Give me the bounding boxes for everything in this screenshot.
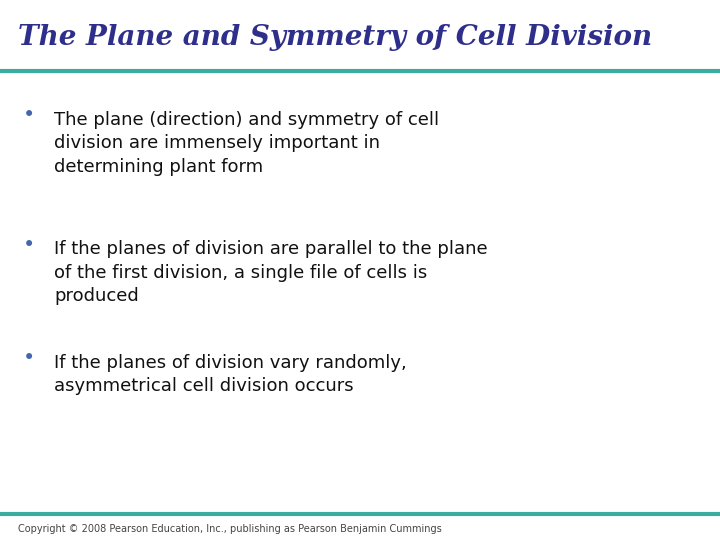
Text: If the planes of division vary randomly,
asymmetrical cell division occurs: If the planes of division vary randomly,… — [54, 354, 407, 395]
Text: •: • — [22, 105, 35, 125]
Text: The plane (direction) and symmetry of cell
division are immensely important in
d: The plane (direction) and symmetry of ce… — [54, 111, 439, 176]
Text: •: • — [22, 348, 35, 368]
Text: •: • — [22, 235, 35, 255]
Text: If the planes of division are parallel to the plane
of the first division, a sin: If the planes of division are parallel t… — [54, 240, 487, 306]
Text: Copyright © 2008 Pearson Education, Inc., publishing as Pearson Benjamin Cumming: Copyright © 2008 Pearson Education, Inc.… — [18, 523, 442, 534]
Text: The Plane and Symmetry of Cell Division: The Plane and Symmetry of Cell Division — [18, 24, 652, 51]
